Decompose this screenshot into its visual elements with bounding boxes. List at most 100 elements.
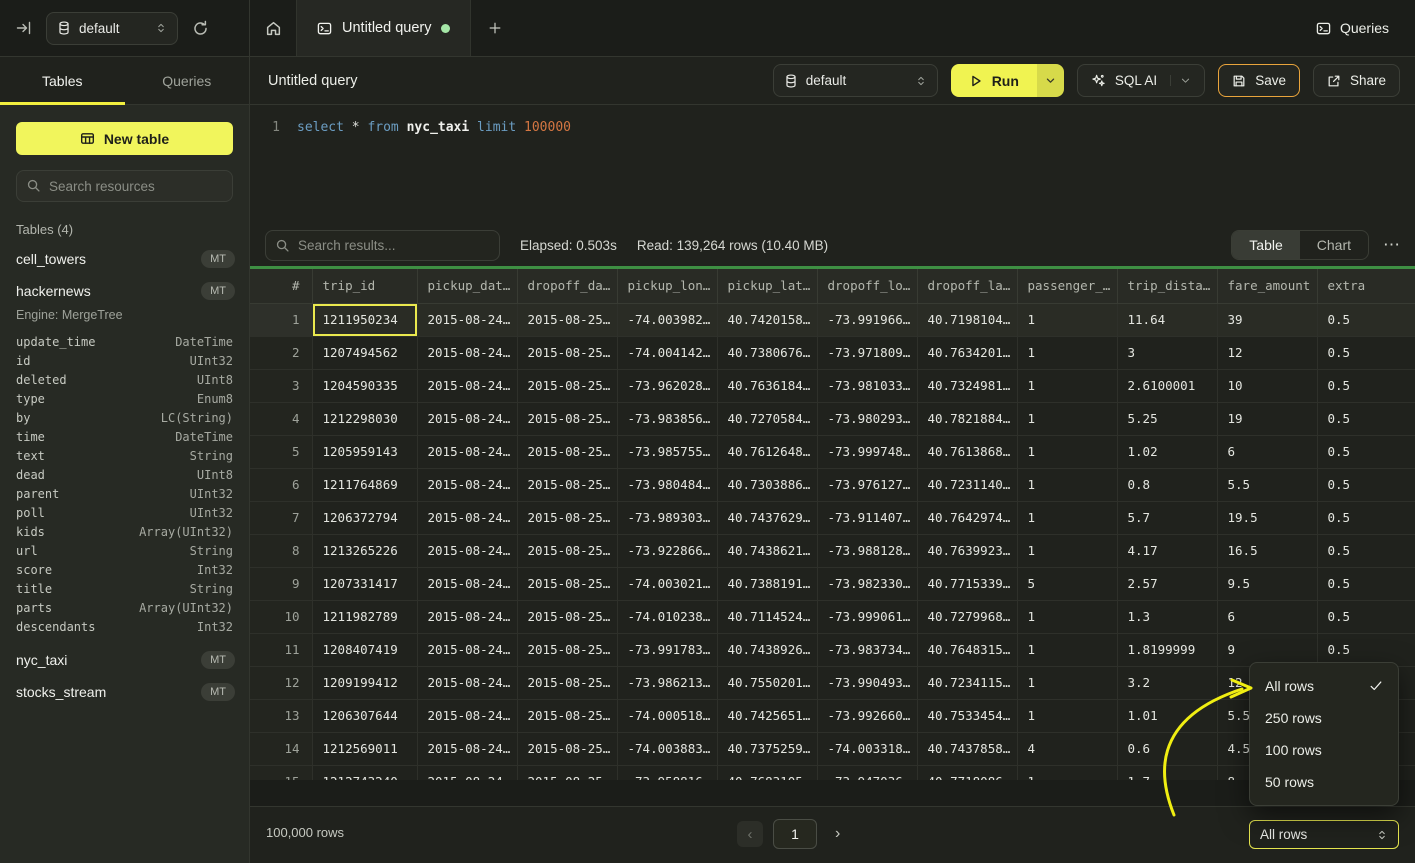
queries-button[interactable]: Queries [1316,0,1389,56]
table-cell[interactable]: -73.985755… [617,435,718,469]
table-cell[interactable]: -74.003318… [817,732,918,766]
table-cell[interactable]: 2015-08-24… [417,732,518,766]
table-cell[interactable]: 1212569011 [312,732,418,766]
table-cell[interactable]: 2015-08-25… [517,303,618,337]
table-cell[interactable]: 0.5 [1317,567,1415,601]
table-cell[interactable]: -74.003883… [617,732,718,766]
table-cell[interactable]: 40.7683105… [717,765,818,780]
table-cell[interactable]: 40.7375259… [717,732,818,766]
row-number-cell[interactable]: 11 [250,633,313,667]
table-cell[interactable]: 0.6 [1117,732,1218,766]
save-button[interactable]: Save [1218,64,1300,97]
table-cell[interactable]: 0.5 [1317,402,1415,436]
table-cell[interactable]: 6 [1217,435,1318,469]
page-size-select[interactable]: All rows [1249,820,1399,849]
table-cell[interactable]: 10 [1217,369,1318,403]
new-table-button[interactable]: New table [16,122,233,155]
row-number-cell[interactable]: 3 [250,369,313,403]
row-number-cell[interactable]: 14 [250,732,313,766]
column-header[interactable]: fare_amount [1217,269,1318,304]
table-cell[interactable]: 1.7 [1117,765,1218,780]
table-cell[interactable]: 2015-08-25… [517,336,618,370]
table-cell[interactable]: -73.981033… [817,369,918,403]
table-cell[interactable]: 40.7380676… [717,336,818,370]
table-cell[interactable]: 1 [1017,666,1118,700]
table-cell[interactable]: 40.7303886… [717,468,818,502]
table-cell[interactable]: -73.958816… [617,765,718,780]
table-cell[interactable]: 1212743240 [312,765,418,780]
column-header[interactable]: passenger_… [1017,269,1118,304]
table-cell[interactable]: 1209199412 [312,666,418,700]
table-cell[interactable]: 2015-08-25… [517,600,618,634]
table-cell[interactable]: -73.971809… [817,336,918,370]
view-toggle-table[interactable]: Table [1232,231,1300,259]
refresh-button[interactable] [188,16,213,41]
table-cell[interactable]: 1205959143 [312,435,418,469]
table-cell[interactable]: 2015-08-25… [517,501,618,535]
table-cell[interactable]: -73.976127… [817,468,918,502]
column-header[interactable]: dropoff_la… [917,269,1018,304]
table-cell[interactable]: 40.7550201… [717,666,818,700]
table-cell[interactable]: 2015-08-24… [417,666,518,700]
table-cell[interactable]: 40.7279968… [917,600,1018,634]
table-cell[interactable]: -73.911407… [817,501,918,535]
table-cell[interactable]: -73.983856… [617,402,718,436]
next-page-button[interactable]: › [827,825,848,843]
table-cell[interactable]: 1 [1017,468,1118,502]
table-cell[interactable]: 6 [1217,600,1318,634]
table-cell[interactable]: 1 [1017,633,1118,667]
table-cell[interactable]: 1211764869 [312,468,418,502]
collapse-sidebar-button[interactable] [12,16,36,40]
row-number-cell[interactable]: 7 [250,501,313,535]
table-cell[interactable]: 5.5 [1217,468,1318,502]
database-selector[interactable]: default [46,11,178,45]
new-tab-button[interactable] [471,0,519,56]
table-cell[interactable]: 5 [1017,567,1118,601]
table-cell[interactable]: 2015-08-25… [517,369,618,403]
table-cell[interactable]: 2015-08-24… [417,501,518,535]
table-cell[interactable]: 1211950234 [312,303,418,337]
table-cell[interactable]: 0.5 [1317,534,1415,568]
table-cell[interactable]: 2.6100001 [1117,369,1218,403]
row-number-cell[interactable]: 2 [250,336,313,370]
column-header[interactable]: trip_id [312,269,418,304]
current-page[interactable]: 1 [773,819,817,849]
table-cell[interactable]: 0.5 [1317,501,1415,535]
table-cell[interactable]: -73.983734… [817,633,918,667]
table-cell[interactable]: 40.7324981… [917,369,1018,403]
table-cell[interactable]: 40.7718086… [917,765,1018,780]
table-cell[interactable]: 1207494562 [312,336,418,370]
table-cell[interactable]: 2015-08-25… [517,765,618,780]
table-cell[interactable]: 2015-08-25… [517,402,618,436]
table-cell[interactable]: 40.7231140… [917,468,1018,502]
row-number-cell[interactable]: 1 [250,303,313,337]
table-cell[interactable]: 1206307644 [312,699,418,733]
table-cell[interactable]: 11.64 [1117,303,1218,337]
sidebar-tab-queries[interactable]: Queries [125,57,250,104]
table-cell[interactable]: 2015-08-25… [517,666,618,700]
table-cell[interactable]: -73.999748… [817,435,918,469]
run-options-button[interactable] [1036,64,1064,97]
table-cell[interactable]: 40.7437629… [717,501,818,535]
column-header[interactable]: # [250,269,313,304]
table-cell[interactable]: 1 [1017,765,1118,780]
table-cell[interactable]: 2015-08-25… [517,633,618,667]
table-cell[interactable]: 0.5 [1317,369,1415,403]
view-toggle-chart[interactable]: Chart [1300,231,1368,259]
table-cell[interactable]: 1 [1017,369,1118,403]
table-cell[interactable]: 40.7438621… [717,534,818,568]
sql-editor[interactable]: 1 select * from nyc_taxi limit 100000 [250,105,1415,224]
table-cell[interactable]: -73.947036… [817,765,918,780]
table-cell[interactable]: 2015-08-25… [517,732,618,766]
row-number-cell[interactable]: 5 [250,435,313,469]
table-cell[interactable]: 1 [1017,402,1118,436]
table-cell[interactable]: 2015-08-25… [517,567,618,601]
row-number-cell[interactable]: 9 [250,567,313,601]
table-cell[interactable]: -74.004142… [617,336,718,370]
table-cell[interactable]: 1208407419 [312,633,418,667]
column-header[interactable]: dropoff_da… [517,269,618,304]
share-button[interactable]: Share [1312,64,1400,97]
table-cell[interactable]: 40.7634201… [917,336,1018,370]
table-cell[interactable]: 2015-08-25… [517,699,618,733]
table-cell[interactable]: 40.7821884… [917,402,1018,436]
